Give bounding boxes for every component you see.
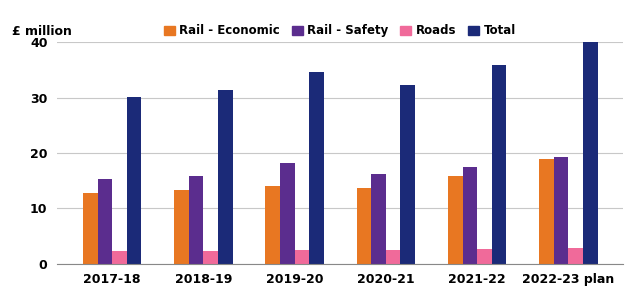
Bar (83, 194, 97, 264)
Bar (174, 190, 189, 264)
Bar (539, 159, 554, 264)
Bar (569, 248, 583, 264)
Bar (357, 188, 371, 264)
Text: £ million: £ million (12, 25, 72, 38)
Bar (97, 179, 112, 264)
Bar (462, 167, 477, 264)
Bar (218, 90, 233, 264)
Bar (401, 85, 415, 264)
Bar (309, 72, 324, 264)
Bar (280, 163, 294, 264)
Bar (204, 251, 218, 264)
Bar (583, 36, 598, 264)
Bar (189, 176, 204, 264)
Bar (112, 251, 127, 264)
Bar (294, 250, 309, 264)
Bar (386, 250, 401, 264)
Bar (265, 186, 280, 264)
Bar (492, 65, 506, 264)
Bar (554, 157, 569, 264)
Bar (371, 174, 386, 264)
Bar (127, 97, 141, 264)
Bar (477, 249, 492, 264)
Bar (448, 176, 462, 264)
Legend: Rail - Economic, Rail - Safety, Roads, Total: Rail - Economic, Rail - Safety, Roads, T… (160, 20, 520, 42)
